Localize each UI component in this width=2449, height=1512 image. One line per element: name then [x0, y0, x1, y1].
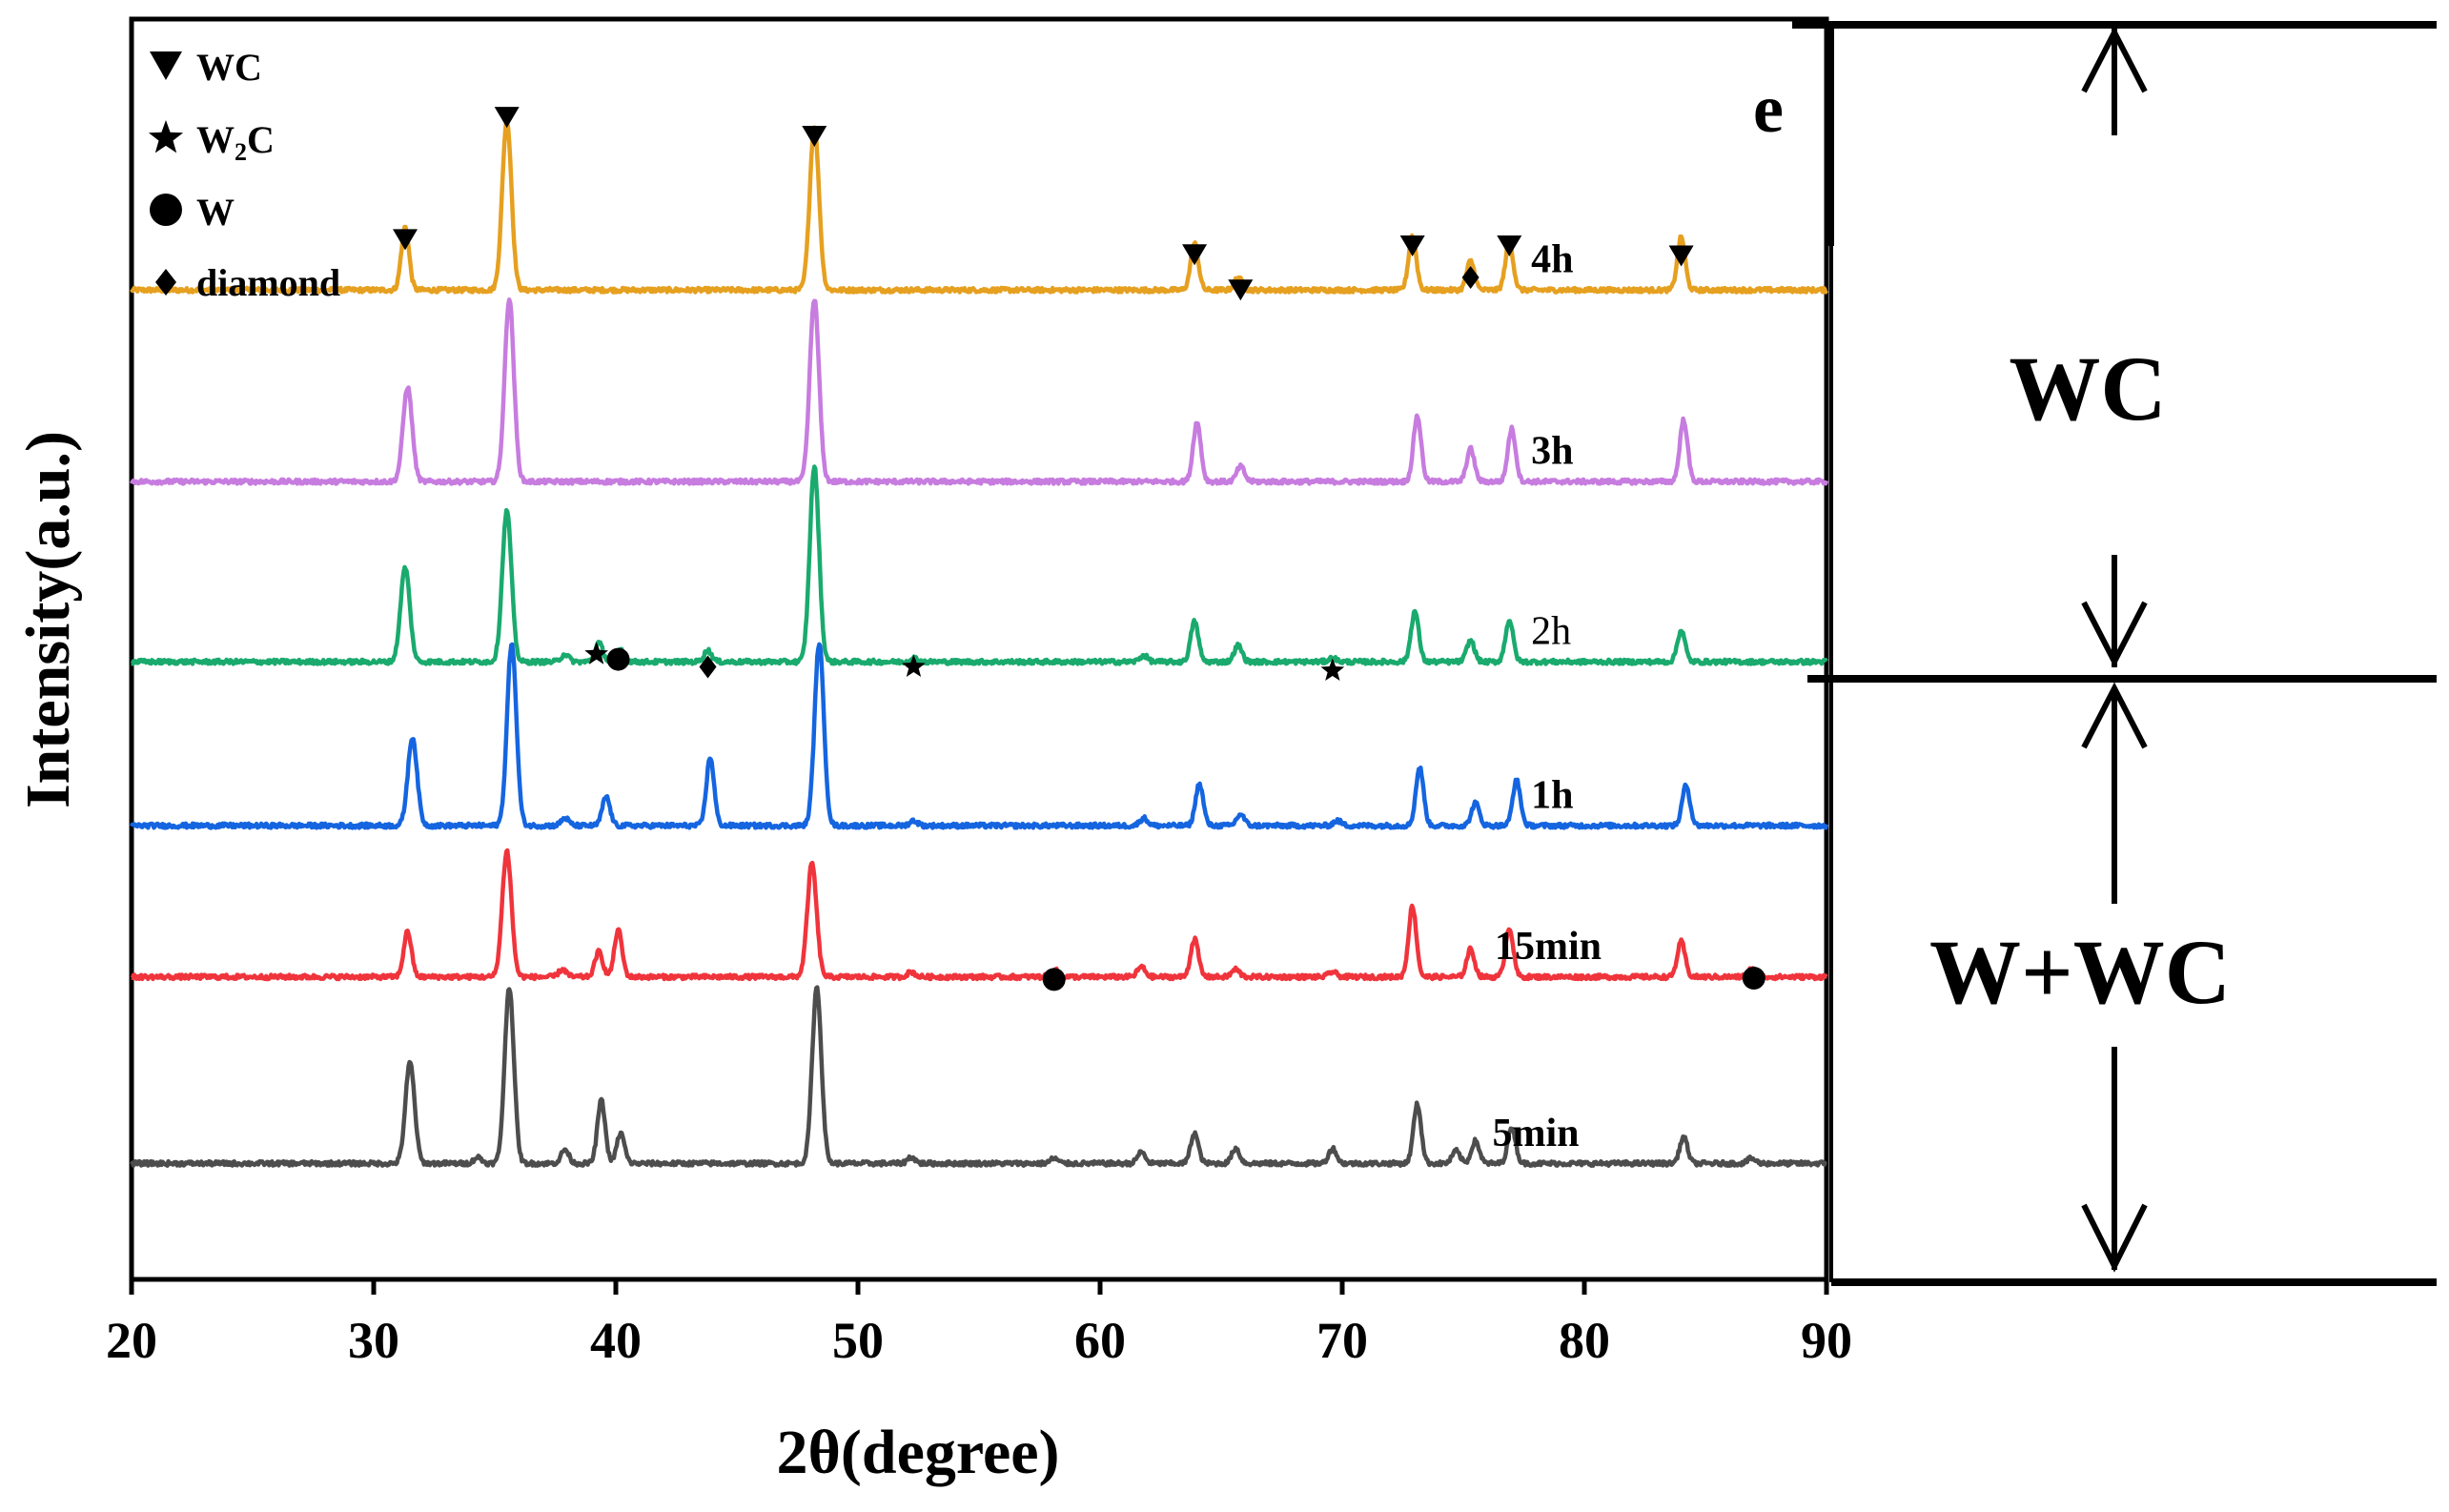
legend-item-diamond: diamond [155, 261, 340, 304]
arrow-down-icon [2081, 555, 2148, 668]
series-label-5min: 5min [1492, 1112, 1579, 1155]
arrow-down-icon [2081, 1047, 2148, 1273]
x-tick-label: 90 [1801, 1312, 1852, 1369]
star-icon [148, 120, 184, 153]
diamond-marker [699, 655, 717, 679]
legend-label-w2c: W2C [196, 118, 275, 166]
down-triangle-marker [1497, 235, 1522, 256]
legend-item-wc: WC [150, 46, 262, 89]
down-triangle-marker [1228, 279, 1254, 301]
series-label-2h: 2h [1531, 610, 1571, 654]
down-triangle-icon [150, 51, 182, 80]
circle-icon [150, 194, 182, 226]
region-label-wc: WC [2009, 337, 2166, 439]
legend-item-w2c: W2C [148, 118, 275, 166]
down-triangle-marker [1182, 244, 1208, 266]
y-axis-title: Intensity(a.u.) [13, 431, 83, 808]
down-triangle-marker [802, 125, 827, 147]
region-label-w-wc: W+WC [1929, 921, 2231, 1023]
series-label-4h: 4h [1531, 238, 1573, 282]
x-axis-ticks: 20 30 40 50 60 70 80 90 [106, 1279, 1852, 1369]
series-line-15min [130, 848, 1828, 982]
series-line-3h [129, 297, 1829, 486]
star-marker [902, 654, 926, 677]
series-layer [129, 117, 1829, 1168]
series-label-15min: 15min [1495, 925, 1602, 969]
legend-label-wc: WC [196, 46, 262, 89]
series-line-1h [129, 642, 1829, 830]
series-line-4h [130, 117, 1828, 295]
x-tick-label: 80 [1559, 1312, 1610, 1369]
plot-border [129, 16, 1829, 1282]
series-labels: 4h 3h 2h 1h 15min 5min [1492, 238, 1602, 1155]
legend-label-w: W [196, 191, 235, 234]
star-marker [584, 642, 608, 664]
region-panel: WC W+WC [1792, 21, 2437, 1286]
x-tick-label: 60 [1074, 1312, 1126, 1369]
circle-marker [1042, 968, 1066, 991]
panel-letter: e [1753, 71, 1784, 147]
circle-marker [1742, 967, 1765, 991]
x-tick-label: 70 [1316, 1312, 1368, 1369]
diamond-marker [1461, 266, 1480, 290]
x-tick-label: 30 [348, 1312, 399, 1369]
x-tick-label: 20 [106, 1312, 157, 1369]
peak-markers [393, 107, 1765, 991]
down-triangle-marker [393, 229, 418, 251]
series-line-2h [130, 464, 1828, 666]
star-marker [1320, 658, 1345, 681]
x-axis-title: 2θ(degree) [776, 1418, 1059, 1487]
arrow-up-icon [2081, 682, 2148, 904]
down-triangle-marker [1399, 235, 1425, 256]
series-line-5min [130, 985, 1828, 1168]
x-tick-label: 50 [832, 1312, 884, 1369]
x-tick-label: 40 [590, 1312, 642, 1369]
series-label-1h: 1h [1531, 774, 1573, 818]
plot-frame [129, 16, 1829, 1282]
legend-item-w: W [150, 191, 235, 234]
circle-marker [606, 647, 630, 671]
down-triangle-marker [1668, 245, 1694, 267]
down-triangle-marker [494, 107, 520, 129]
legend: WC W2C W diamond [148, 46, 340, 304]
diamond-icon [155, 269, 176, 296]
arrow-up-icon [2081, 26, 2148, 135]
legend-label-diamond: diamond [196, 261, 340, 304]
series-label-3h: 3h [1531, 430, 1573, 474]
